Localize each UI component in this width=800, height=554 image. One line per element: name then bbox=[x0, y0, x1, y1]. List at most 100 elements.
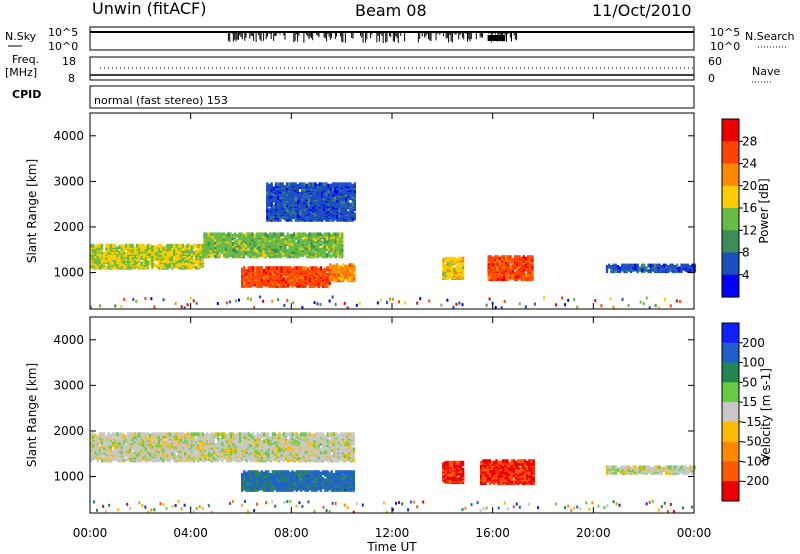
range-gate-cell bbox=[341, 235, 344, 240]
range-gate-cell bbox=[100, 451, 104, 456]
range-gate-cell bbox=[277, 204, 280, 209]
freq-unit: [MHz] bbox=[5, 66, 37, 79]
range-gate-cell bbox=[136, 257, 139, 262]
range-gate-cell bbox=[283, 303, 286, 307]
range-gate-cell bbox=[310, 215, 313, 220]
range-gate-cell bbox=[511, 273, 514, 277]
range-gate-cell bbox=[301, 209, 304, 214]
range-gate-cell bbox=[136, 443, 139, 448]
range-gate-cell bbox=[419, 297, 422, 301]
range-gate-cell bbox=[317, 252, 320, 257]
range-gate-cell bbox=[264, 232, 267, 237]
range-gate-cell bbox=[297, 235, 300, 240]
range-gate-cell bbox=[127, 243, 130, 248]
range-gate-cell bbox=[233, 247, 237, 252]
range-gate-cell bbox=[315, 266, 318, 271]
range-gate-cell bbox=[118, 447, 121, 452]
range-gate-cell bbox=[296, 194, 299, 199]
range-gate-cell bbox=[573, 298, 576, 302]
range-gate-cell bbox=[328, 232, 331, 237]
range-gate-cell bbox=[98, 254, 101, 259]
range-gate-cell bbox=[247, 232, 250, 237]
range-gate-cell bbox=[348, 263, 351, 268]
range-gate-cell bbox=[318, 187, 321, 192]
range-gate-cell bbox=[338, 190, 341, 195]
range-gate-cell bbox=[195, 265, 198, 270]
range-gate-cell bbox=[680, 266, 683, 271]
range-gate-cell bbox=[245, 443, 248, 448]
range-gate-cell bbox=[144, 253, 147, 258]
range-gate-cell bbox=[295, 266, 298, 271]
range-gate-cell bbox=[291, 277, 294, 282]
range-gate-cell bbox=[166, 447, 169, 452]
range-gate-cell bbox=[334, 232, 337, 237]
range-gate-cell bbox=[313, 301, 316, 305]
range-gate-cell bbox=[252, 432, 255, 437]
range-gate-cell bbox=[188, 448, 191, 453]
range-gate-cell bbox=[171, 448, 174, 453]
range-gate-cell bbox=[266, 193, 269, 198]
range-gate-cell bbox=[293, 271, 296, 276]
range-gate-cell bbox=[186, 247, 189, 252]
range-gate-cell bbox=[201, 247, 204, 252]
colorbar-tick-label: 20 bbox=[742, 179, 757, 193]
range-gate-cell bbox=[272, 204, 275, 209]
range-gate-cell bbox=[252, 441, 255, 446]
range-gate-cell bbox=[247, 432, 250, 437]
range-gate-cell bbox=[160, 432, 163, 437]
range-gate-cell bbox=[349, 196, 352, 200]
range-gate-cell bbox=[346, 272, 349, 277]
range-gate-cell bbox=[289, 275, 292, 280]
range-gate-cell bbox=[446, 260, 449, 265]
range-gate-cell bbox=[241, 267, 244, 272]
range-gate-cell bbox=[111, 437, 115, 442]
range-gate-cell bbox=[212, 244, 215, 249]
range-gate-cell bbox=[216, 244, 219, 249]
range-gate-cell bbox=[522, 255, 525, 260]
range-gate-cell bbox=[234, 437, 237, 442]
range-gate-cell bbox=[271, 277, 274, 282]
range-gate-cell bbox=[660, 269, 663, 274]
range-gate-cell bbox=[351, 194, 354, 199]
range-gate-cell bbox=[107, 452, 110, 457]
range-gate-cell bbox=[314, 193, 317, 198]
range-gate-cell bbox=[175, 246, 178, 251]
range-gate-cell bbox=[280, 273, 283, 277]
range-gate-cell bbox=[323, 185, 326, 189]
range-gate-cell bbox=[353, 264, 356, 269]
range-gate-cell bbox=[247, 456, 250, 461]
range-gate-cell bbox=[120, 444, 123, 449]
range-gate-cell bbox=[339, 251, 342, 256]
range-gate-cell bbox=[647, 269, 650, 274]
range-gate-cell bbox=[90, 439, 93, 444]
range-gate-cell bbox=[389, 297, 391, 301]
range-gate-cell bbox=[162, 443, 165, 448]
range-gate-cell bbox=[255, 232, 258, 237]
range-gate-cell bbox=[297, 251, 300, 256]
range-gate-cell bbox=[285, 182, 289, 187]
range-gate-cell bbox=[310, 242, 313, 246]
range-gate-cell bbox=[177, 440, 180, 445]
range-gate-cell bbox=[197, 435, 200, 440]
range-gate-cell bbox=[281, 202, 284, 207]
range-gate-cell bbox=[92, 243, 95, 248]
range-gate-cell bbox=[254, 435, 257, 440]
range-gate-cell bbox=[201, 254, 204, 259]
range-gate-cell bbox=[270, 202, 273, 207]
range-gate-cell bbox=[244, 250, 248, 255]
range-gate-cell bbox=[122, 250, 125, 255]
range-gate-cell bbox=[243, 268, 246, 273]
range-gate-cell bbox=[186, 256, 189, 261]
range-gate-cell bbox=[451, 273, 454, 278]
cpid-value: normal (fast stereo) 153 bbox=[94, 94, 228, 107]
range-gate-cell bbox=[192, 452, 196, 457]
range-gate-cell bbox=[256, 283, 259, 288]
range-gate-cell bbox=[210, 443, 213, 448]
range-gate-cell bbox=[619, 266, 622, 271]
range-gate-cell bbox=[231, 247, 234, 252]
range-gate-cell bbox=[129, 243, 132, 248]
range-gate-cell bbox=[444, 256, 447, 261]
range-gate-cell bbox=[614, 266, 617, 271]
range-gate-cell bbox=[533, 302, 536, 306]
